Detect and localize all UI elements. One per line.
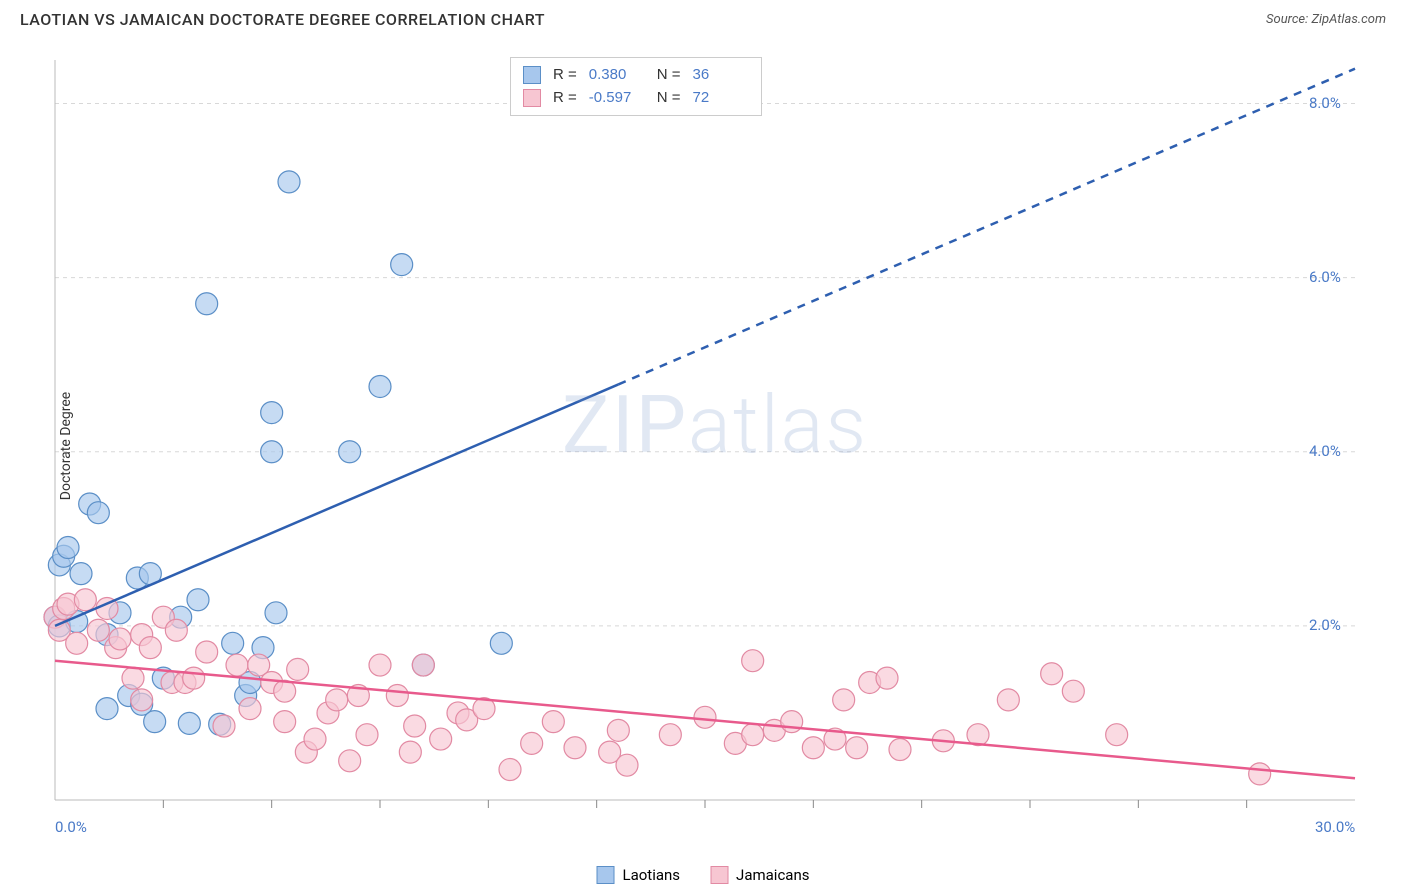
- legend-r-value: 0.380: [589, 64, 645, 87]
- series-legend-label: Laotians: [623, 866, 681, 884]
- legend-swatch: [597, 866, 615, 884]
- x-tick-label: 0.0%: [55, 818, 87, 836]
- legend-n-label: N =: [657, 87, 681, 110]
- legend-n-label: N =: [657, 64, 681, 87]
- legend-swatch: [523, 66, 541, 84]
- x-tick-label: 30.0%: [1315, 818, 1355, 836]
- legend-swatch: [710, 866, 728, 884]
- chart-source: Source: ZipAtlas.com: [1266, 12, 1386, 27]
- series-legend: Laotians Jamaicans: [597, 866, 810, 884]
- legend-r-label: R =: [553, 64, 577, 87]
- legend-n-value: 72: [693, 87, 749, 110]
- legend-row: R = 0.380 N = 36: [523, 64, 749, 87]
- source-name: ZipAtlas.com: [1311, 12, 1386, 27]
- series-legend-item: Jamaicans: [710, 866, 809, 884]
- legend-swatch: [523, 89, 541, 107]
- legend-n-value: 36: [693, 64, 749, 87]
- chart-svg: [55, 60, 1375, 820]
- chart-header: LAOTIAN VS JAMAICAN DOCTORATE DEGREE COR…: [0, 0, 1406, 29]
- legend-r-label: R =: [553, 87, 577, 110]
- series-legend-label: Jamaicans: [736, 866, 809, 884]
- y-tick-label: 4.0%: [1309, 442, 1341, 460]
- y-tick-label: 2.0%: [1309, 616, 1341, 634]
- y-tick-label: 8.0%: [1309, 94, 1341, 112]
- legend-r-value: -0.597: [589, 87, 645, 110]
- source-prefix: Source:: [1266, 12, 1311, 27]
- y-tick-label: 6.0%: [1309, 268, 1341, 286]
- chart-title: LAOTIAN VS JAMAICAN DOCTORATE DEGREE COR…: [20, 10, 545, 29]
- series-legend-item: Laotians: [597, 866, 681, 884]
- legend-row: R = -0.597 N = 72: [523, 87, 749, 110]
- correlation-legend: R = 0.380 N = 36 R = -0.597 N = 72: [510, 57, 762, 116]
- chart-container: ZIPatlas R =0.380N =36R =-0.597N =72: [55, 60, 1375, 820]
